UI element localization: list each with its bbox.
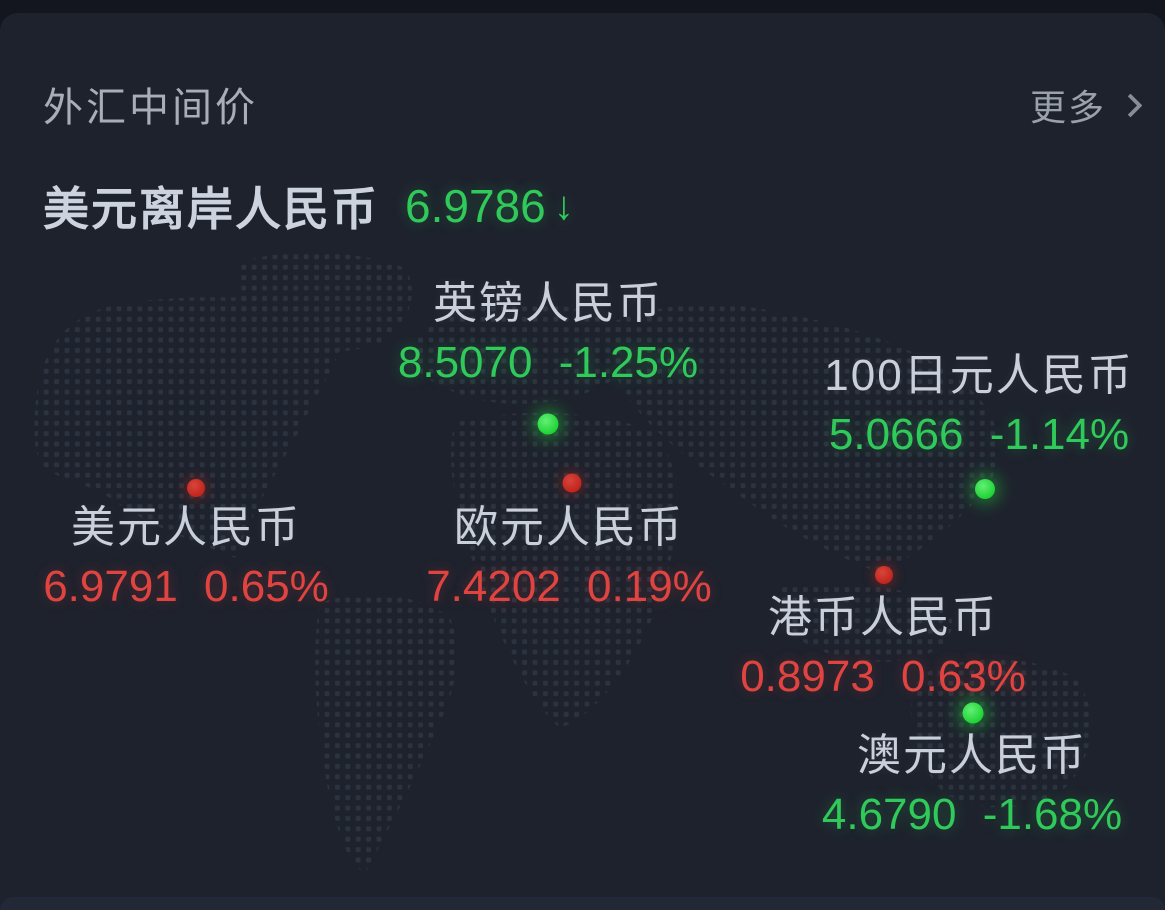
pair-rate: 6.9791 <box>43 562 178 611</box>
pair-quote: 7.4202 0.19% <box>426 561 712 613</box>
fx-pair-usdcny[interactable]: 美元人民币 6.9791 0.65% <box>43 503 329 613</box>
fx-pair-jpycny[interactable]: 100日元人民币 5.0666 -1.14% <box>824 351 1133 461</box>
pair-quote: 6.9791 0.65% <box>43 561 329 613</box>
featured-pair-name: 美元离岸人民币 <box>43 183 379 235</box>
fx-pair-eurcny[interactable]: 欧元人民币 7.4202 0.19% <box>426 503 712 613</box>
pair-rate: 5.0666 <box>828 410 964 459</box>
next-card-edge <box>0 897 1165 910</box>
featured-pair-usdcnh[interactable]: 美元离岸人民币 6.9786 ↓ <box>43 173 574 239</box>
pair-quote: 5.0666 -1.14% <box>824 409 1133 461</box>
map-marker-hkd <box>875 566 893 584</box>
pair-change: 0.19% <box>587 562 712 611</box>
pair-rate: 8.5070 <box>397 338 533 387</box>
pair-name: 澳元人民币 <box>856 731 1087 780</box>
pair-rate: 4.6790 <box>821 790 957 839</box>
pair-name: 美元人民币 <box>70 503 301 552</box>
map-marker-jpy <box>975 479 995 499</box>
pair-quote: 8.5070 -1.25% <box>398 337 698 389</box>
chevron-right-icon <box>1118 92 1143 118</box>
featured-pair-value: 6.9786 <box>405 180 546 232</box>
pair-change: -1.68% <box>982 790 1123 839</box>
pair-change: -1.14% <box>989 410 1130 459</box>
pair-name: 欧元人民币 <box>453 503 684 552</box>
more-label: 更多 <box>1029 87 1106 128</box>
pair-name: 港币人民币 <box>767 593 998 642</box>
down-arrow-icon: ↓ <box>553 183 574 228</box>
pair-quote: 0.8973 0.63% <box>740 651 1026 703</box>
pair-change: 0.65% <box>204 562 329 611</box>
pair-rate: 0.8973 <box>740 652 875 701</box>
pair-change: 0.63% <box>901 652 1026 701</box>
map-marker-usd <box>187 479 205 497</box>
pair-change: -1.25% <box>558 338 699 387</box>
pair-rate: 7.4202 <box>426 562 561 611</box>
map-marker-aud <box>962 702 984 724</box>
fx-card: 外汇中间价 更多 美元离岸人民币 6.9786 ↓ 英镑人民币 8.5070 -… <box>0 13 1165 910</box>
fx-pair-audcny[interactable]: 澳元人民币 4.6790 -1.68% <box>822 731 1122 841</box>
fx-pair-hkdcny[interactable]: 港币人民币 0.8973 0.63% <box>740 593 1026 703</box>
map-marker-gbp <box>537 413 559 435</box>
map-marker-eur <box>562 473 582 493</box>
pair-name: 100日元人民币 <box>824 351 1134 400</box>
top-strip <box>0 0 1165 13</box>
page-title: 外汇中间价 <box>43 86 258 130</box>
fx-pair-gbpcny[interactable]: 英镑人民币 8.5070 -1.25% <box>398 279 698 389</box>
pair-quote: 4.6790 -1.68% <box>822 789 1122 841</box>
more-button[interactable]: 更多 <box>1029 79 1143 131</box>
pair-name: 英镑人民币 <box>432 279 663 328</box>
